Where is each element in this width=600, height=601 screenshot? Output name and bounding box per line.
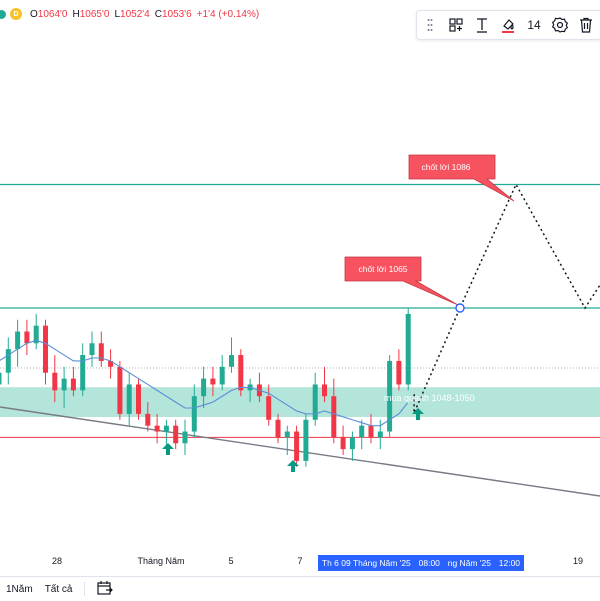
candle-down (145, 413, 151, 426)
crosshair-date-2: ng Năm '25 (447, 558, 491, 568)
high-label: H (72, 8, 80, 20)
candle-down (322, 384, 327, 397)
time-label-19: 19 (572, 556, 584, 566)
candle-down (340, 437, 346, 450)
candle-down (117, 366, 123, 414)
callout-lower-shape (344, 256, 459, 306)
drawing-toolbar: 14 (416, 10, 600, 40)
callout-lower-label: chốt lời 1065 (358, 264, 407, 274)
candle-down (24, 331, 30, 344)
candle-up (312, 384, 318, 420)
bottom-toolbar: 1Năm Tất cả (0, 576, 600, 601)
candle-down (266, 396, 272, 420)
range-all-button[interactable]: Tất cả (44, 583, 73, 595)
time-label-month: Tháng Năm (137, 556, 185, 566)
callout-upper[interactable]: chốt lời 1086 (408, 154, 515, 202)
crosshair-time-1: 08:00 (418, 558, 440, 568)
candle-up (303, 419, 309, 461)
candle-up (80, 355, 86, 391)
candle-down (368, 425, 374, 438)
price-chart[interactable]: chốt lời 1086 chốt lời 1065 mua quanh 10… (0, 0, 600, 545)
time-label-7: 7 (297, 556, 303, 566)
fill-color-icon[interactable] (495, 12, 521, 38)
add-object-icon[interactable] (443, 12, 469, 38)
time-label-28: 28 (51, 556, 63, 566)
candle-down (154, 425, 160, 432)
candle-down (108, 360, 114, 367)
candle-down (331, 396, 337, 438)
candle-up (229, 355, 234, 367)
candle-up (349, 437, 355, 450)
candle-up (405, 313, 411, 385)
candle-up (0, 372, 2, 385)
crosshair-time-label: Th 6 09 Tháng Năm '25 08:00 ng Năm '25 1… (318, 555, 524, 571)
range-1y-button[interactable]: 1Năm (6, 583, 33, 595)
dots-vertical-icon[interactable] (417, 12, 443, 38)
status-dot-icon (0, 9, 6, 19)
buy-arrow-icon (162, 443, 174, 455)
interval-badge[interactable]: D (10, 8, 22, 20)
candle-up (15, 331, 21, 350)
crosshair-time-2: 12:00 (498, 558, 521, 568)
candle-down (70, 378, 76, 391)
candle-down (294, 431, 300, 461)
candle-up (359, 425, 365, 438)
time-label-5: 5 (228, 556, 234, 566)
text-tool-icon[interactable] (469, 12, 495, 38)
moving-average-line (0, 339, 409, 427)
candle-down (173, 425, 179, 444)
candle-down (98, 343, 104, 361)
candle-up (126, 384, 132, 414)
candle-down (136, 384, 141, 414)
candle-up (284, 431, 290, 438)
candle-down (396, 360, 402, 385)
buy-arrow-icon (287, 460, 299, 472)
settings-icon[interactable] (547, 12, 573, 38)
callout-upper-shape (408, 154, 515, 202)
candle-up (191, 396, 197, 432)
candle-down (238, 355, 244, 391)
candle-down (52, 372, 58, 391)
trash-icon[interactable] (573, 12, 599, 38)
projection-anchor-point[interactable] (455, 303, 465, 313)
candle-up (182, 431, 188, 444)
candle-up (201, 378, 207, 397)
candle-down (43, 325, 48, 373)
zone-label: mua quanh 1048-1050 (384, 393, 475, 403)
change-value: +1'4 (+0.14%) (196, 8, 260, 20)
candle-up (5, 349, 11, 373)
projected-path (413, 182, 600, 414)
low-value: 1052'4 (120, 8, 150, 20)
ohlc-legend: D O 1064'0 H 1065'0 L 1052'4 C 1053'6 +1'4 (… (0, 6, 264, 22)
candle-up (61, 378, 67, 391)
candle-up (89, 343, 95, 356)
close-label: C (154, 8, 162, 20)
candle-down (275, 419, 281, 438)
callout-lower[interactable]: chốt lời 1065 (344, 256, 459, 306)
high-value: 1065'0 (79, 8, 110, 20)
candle-up (33, 325, 39, 344)
descending-trendline (0, 406, 600, 497)
close-value: 1053'6 (161, 8, 192, 20)
date-range-icon[interactable] (91, 580, 119, 598)
candle-up (377, 431, 383, 438)
candle-up (387, 360, 393, 432)
buy-arrow-icon (412, 408, 424, 420)
font-size-control[interactable]: 14 (527, 18, 541, 32)
candle-up (163, 425, 169, 432)
open-value: 1064'0 (37, 8, 68, 20)
open-label: O (30, 8, 38, 20)
callout-upper-label: chốt lời 1086 (421, 162, 470, 172)
candle-up (219, 366, 225, 385)
time-axis[interactable]: 28 Tháng Năm 5 7 19 (0, 552, 600, 572)
low-label: L (114, 8, 121, 20)
crosshair-date: Th 6 09 Tháng Năm '25 (321, 558, 411, 568)
toolbar-divider (84, 582, 86, 596)
candle-down (210, 378, 216, 385)
